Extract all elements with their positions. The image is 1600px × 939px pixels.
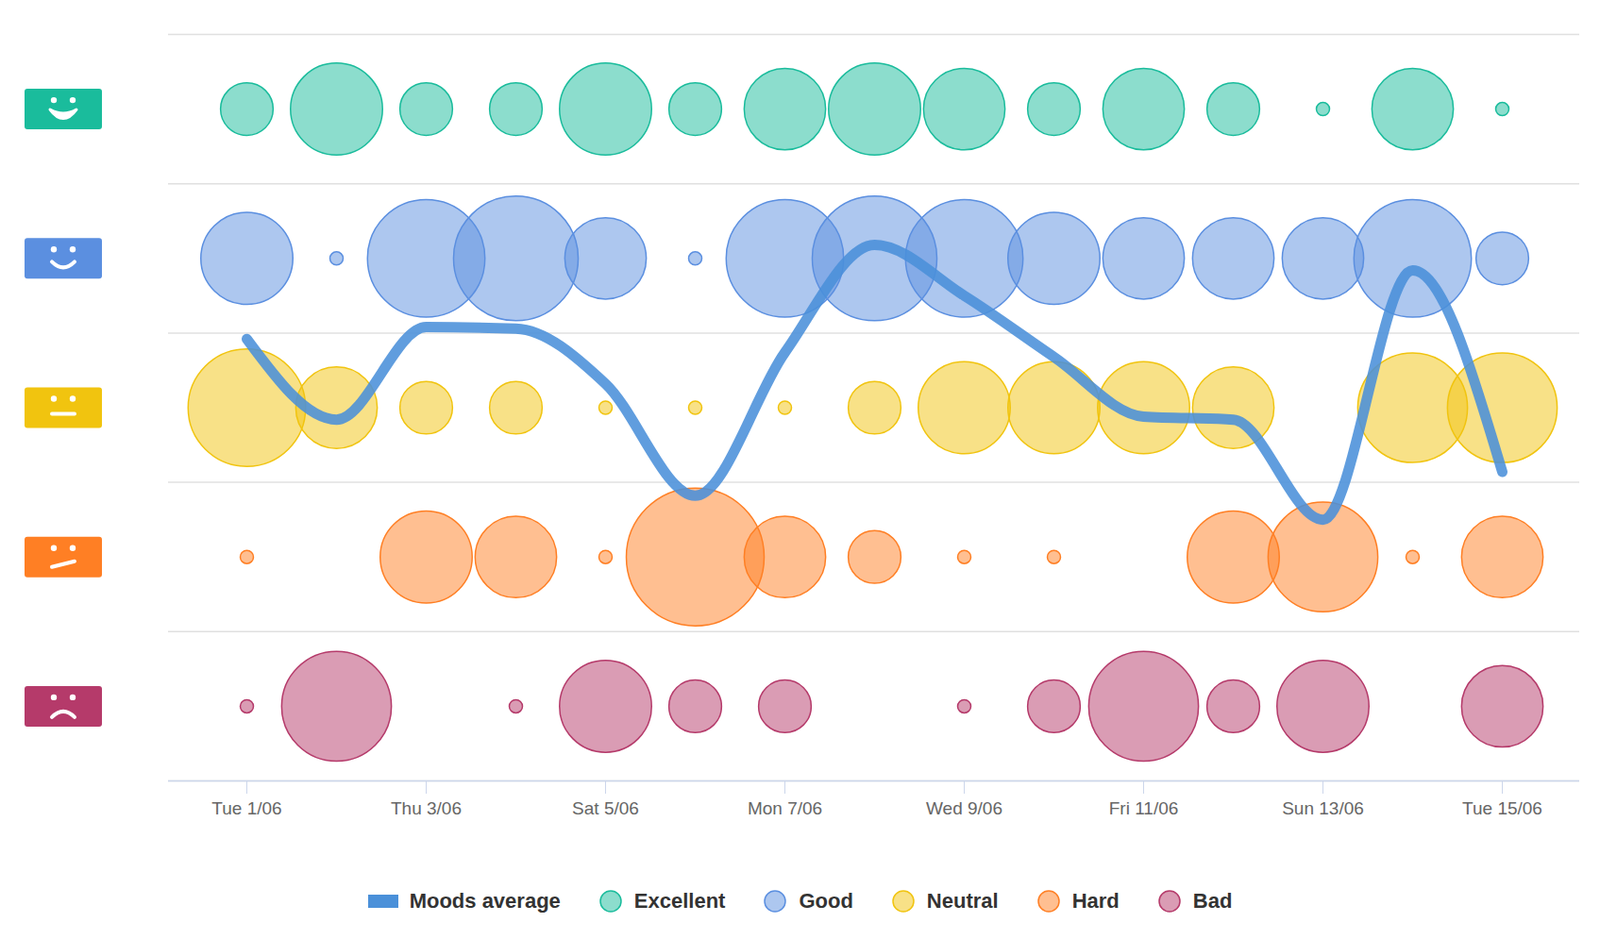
html-text:Neutral: Neutral [926,889,999,913]
svg-text:Tue 1/06: Tue 1/06 [211,798,282,819]
svg-text:Mon 7/06: Mon 7/06 [747,798,823,819]
html-text:Moods average: Moods average [409,889,561,913]
svg-text:Thu 3/06: Thu 3/06 [390,798,462,819]
svg-text:Sat 5/06: Sat 5/06 [572,798,640,819]
svg-text:Tue 15/06: Tue 15/06 [1462,798,1543,819]
html-text:Excellent: Excellent [634,889,726,913]
html-text:Hard: Hard [1072,889,1120,913]
svg-text:Wed 9/06: Wed 9/06 [926,798,1003,819]
svg-text:Sun 13/06: Sun 13/06 [1281,798,1365,819]
svg-text:Fri 11/06: Fri 11/06 [1109,798,1179,819]
html-text:Good: Good [798,889,854,913]
html-text:Bad: Bad [1192,889,1233,913]
